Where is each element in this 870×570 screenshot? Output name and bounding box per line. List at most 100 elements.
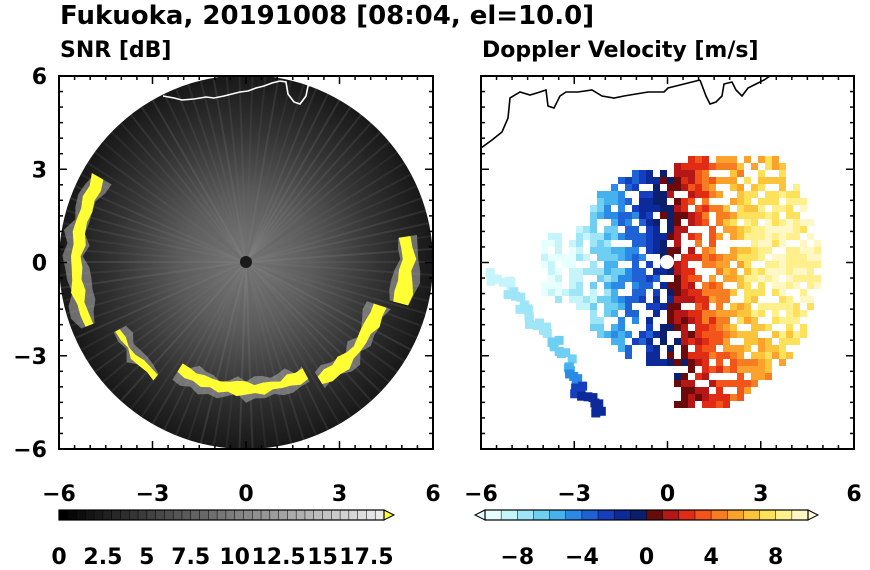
doppler-cell <box>695 177 702 184</box>
doppler-cell <box>751 240 758 247</box>
doppler-cell <box>555 233 562 240</box>
doppler-cell <box>604 296 611 303</box>
doppler-cell <box>583 233 590 240</box>
doppler-cell <box>597 331 604 338</box>
snr-speckle-ray <box>140 261 247 418</box>
doppler-cell <box>800 205 807 212</box>
doppler-cell <box>688 394 695 401</box>
doppler-cell <box>674 247 681 254</box>
doppler-cell <box>597 198 604 205</box>
doppler-cell <box>618 275 625 282</box>
doppler-cell <box>639 254 646 261</box>
doppler-cell <box>646 338 653 345</box>
doppler-cell <box>639 205 646 212</box>
snr-speckle-ray <box>245 261 382 393</box>
doppler-cell <box>561 348 571 358</box>
snr-speckle-ray <box>62 222 247 263</box>
snr-speckle-ray <box>245 261 341 425</box>
doppler-cell <box>758 156 765 163</box>
doppler-cell <box>737 380 744 387</box>
colorbar-segment <box>791 510 809 520</box>
doppler-cell <box>639 198 646 205</box>
colorbar-over-triangle <box>807 509 820 521</box>
colorbar-segment <box>565 510 583 520</box>
doppler-cell <box>653 289 660 296</box>
doppler-cell <box>702 303 709 310</box>
doppler-cell <box>765 240 772 247</box>
doppler-cell <box>772 317 779 324</box>
doppler-cell <box>744 247 751 254</box>
snr-speckle-ray <box>74 261 247 339</box>
doppler-cell <box>772 352 779 359</box>
doppler-cell <box>667 191 674 198</box>
doppler-cell <box>516 292 526 302</box>
doppler-cell <box>793 247 800 254</box>
colorbar-segment <box>348 510 359 520</box>
doppler-axes: −6 −3 0 3 6 <box>464 75 862 507</box>
doppler-cell <box>590 233 597 240</box>
doppler-cell <box>660 212 667 219</box>
snr-speckle-ray <box>120 261 247 402</box>
doppler-cell <box>594 399 604 409</box>
doppler-cell <box>702 184 709 191</box>
doppler-cell <box>681 373 688 380</box>
doppler-cell <box>765 177 772 184</box>
doppler-cell <box>660 359 667 366</box>
doppler-cell <box>737 247 744 254</box>
doppler-cell <box>688 387 695 394</box>
doppler-cell <box>590 303 597 310</box>
snr-speckle-ray <box>86 261 247 362</box>
colorbar-segment <box>252 510 262 520</box>
doppler-cell <box>604 205 611 212</box>
doppler-cell <box>646 170 653 177</box>
doppler-cell <box>674 359 681 366</box>
doppler-cell <box>723 163 730 170</box>
doppler-cell <box>590 205 597 212</box>
snr-speckle-ray <box>65 209 247 263</box>
doppler-cell <box>751 373 758 380</box>
doppler-cell <box>611 282 618 289</box>
doppler-cell <box>814 247 821 254</box>
colorbar-segment <box>743 510 761 520</box>
doppler-cell <box>674 219 681 226</box>
doppler-cell <box>632 282 639 289</box>
doppler-cell <box>772 205 779 212</box>
snr-speckle-ray <box>245 261 398 373</box>
doppler-cell <box>709 366 716 373</box>
colorbar-segment <box>517 510 534 520</box>
doppler-cell <box>709 233 716 240</box>
doppler-cell <box>681 387 688 394</box>
doppler-cell <box>744 338 751 345</box>
doppler-cell <box>737 191 744 198</box>
doppler-cell <box>660 331 667 338</box>
doppler-cell <box>611 226 618 233</box>
colorbar-segment <box>598 510 615 520</box>
doppler-cell <box>744 233 751 240</box>
doppler-cell <box>793 310 800 317</box>
doppler-cell <box>611 310 618 317</box>
doppler-cell <box>611 303 618 310</box>
doppler-cell <box>681 310 688 317</box>
doppler-cell <box>695 233 702 240</box>
doppler-cell <box>786 268 793 275</box>
doppler-cell <box>737 226 744 233</box>
doppler-cell <box>646 359 653 366</box>
snr-speckle-ray <box>245 261 254 449</box>
colorbar-segment <box>313 510 324 520</box>
doppler-cell <box>639 338 646 345</box>
doppler-cell <box>639 233 646 240</box>
doppler-cell <box>744 212 751 219</box>
snr-speckle-ray <box>245 76 267 263</box>
doppler-cell <box>681 394 688 401</box>
snr-speckle-ray <box>199 80 247 263</box>
colorbar-segment <box>217 510 227 520</box>
snr-speckle-ray <box>245 261 317 436</box>
doppler-cell <box>583 392 593 402</box>
doppler-cell <box>744 268 751 275</box>
snr-echo-over-range <box>393 236 417 306</box>
doppler-cell <box>541 261 548 268</box>
doppler-cell <box>569 275 576 282</box>
doppler-cell <box>625 275 632 282</box>
doppler-cell <box>625 296 632 303</box>
doppler-cell <box>618 324 625 331</box>
